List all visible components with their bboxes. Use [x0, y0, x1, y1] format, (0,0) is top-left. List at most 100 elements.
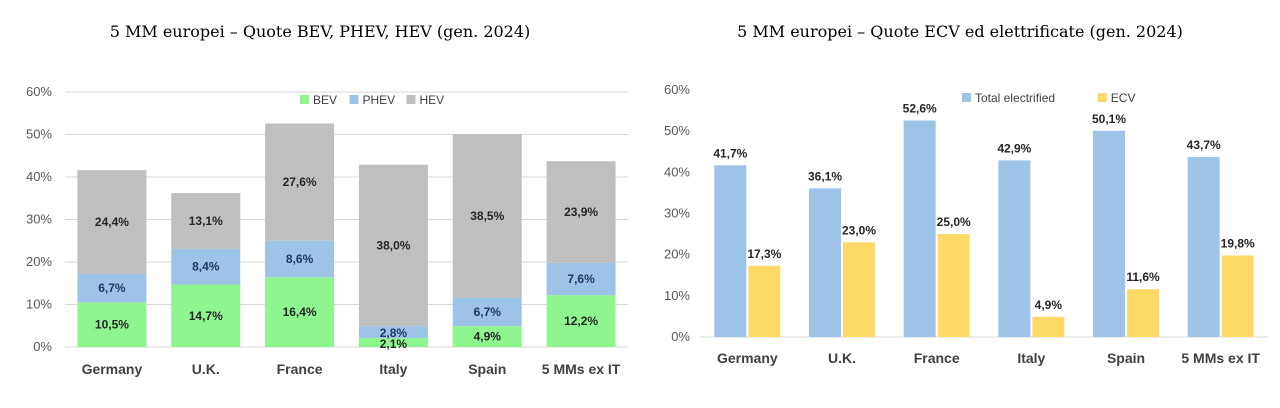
data-label-hev: 38,0% [376, 238, 410, 252]
x-category-label: Germany [82, 361, 143, 377]
y-tick-label: 30% [664, 206, 690, 221]
bar-hev [171, 193, 241, 249]
bar-ecv [1221, 255, 1254, 337]
y-tick-label: 0% [33, 339, 52, 354]
data-label-ecv: 23,0% [842, 223, 876, 237]
x-category-label: U.K. [192, 361, 220, 377]
data-label-ecv: 19,8% [1221, 236, 1255, 250]
y-tick-label: 60% [26, 84, 52, 99]
x-category-label: Italy [379, 361, 407, 377]
bar-phev [358, 326, 428, 339]
bar-bev [358, 338, 428, 347]
legend-label-bev: BEV [313, 93, 337, 107]
data-label-hev: 23,9% [564, 205, 598, 219]
x-category-label: Germany [717, 350, 778, 366]
bar-bev [265, 277, 335, 347]
bar-phev [265, 240, 335, 278]
data-label-total-electrified: 43,7% [1187, 138, 1221, 152]
bar-ecv [1032, 316, 1065, 337]
bar-ecv [1127, 289, 1159, 337]
bar-phev [452, 297, 522, 327]
data-label-phev: 2,8% [380, 326, 408, 340]
y-tick-label: 60% [664, 82, 690, 97]
y-tick-label: 50% [26, 127, 52, 142]
y-tick-label: 30% [26, 212, 52, 227]
x-category-label: 5 MMs ex IT [1181, 350, 1260, 366]
stacked-bar-chart: 0% 10% 20% 30% 40% 50% 60% Germany 10,5% 6,7% 24,4… [26, 84, 628, 377]
legend-label-phev: PHEV [363, 93, 396, 107]
data-label-phev: 8,4% [192, 260, 220, 274]
legend-swatch-total-electrified [962, 93, 971, 102]
bar-total-electrified [714, 165, 747, 337]
bar-ecv [843, 242, 875, 337]
bar-total-electrified [1093, 130, 1125, 337]
data-label-ecv: 25,0% [937, 215, 971, 229]
legend-swatch-phev [349, 95, 359, 104]
data-label-bev: 16,4% [283, 305, 317, 319]
y-tick-label: 40% [664, 164, 690, 179]
bar-phev [171, 248, 241, 285]
data-label-phev: 6,7% [474, 305, 502, 319]
legend-label-total-electrified: Total electrified [975, 91, 1055, 105]
bar-hev [358, 164, 428, 327]
x-category-label: Spain [468, 361, 506, 377]
grouped-bar-chart: 0% 10% 20% 30% 40% 50% 60% Germany 41,7% 17,3% U.K… [664, 82, 1268, 366]
chart-title-right: 5 MM europei – Quote ECV ed elettrificat… [737, 22, 1183, 41]
data-label-total-electrified: 52,6% [903, 101, 937, 115]
y-tick-label: 10% [26, 297, 52, 312]
data-label-hev: 27,6% [283, 175, 317, 189]
data-label-phev: 8,6% [286, 252, 314, 266]
bar-ecv [748, 265, 781, 337]
x-category-label: France [277, 361, 323, 377]
legend-label-ecv: ECV [1111, 91, 1136, 105]
x-category-label: Spain [1107, 350, 1145, 366]
y-tick-label: 10% [664, 288, 690, 303]
bar-phev [77, 273, 147, 303]
y-tick-label: 50% [664, 123, 690, 138]
y-tick-label: 40% [26, 169, 52, 184]
y-tick-label: 0% [671, 329, 690, 344]
x-category-label: Italy [1017, 350, 1045, 366]
data-label-ecv: 4,9% [1035, 298, 1063, 312]
bar-ecv [937, 234, 970, 337]
y-tick-label: 20% [26, 254, 52, 269]
bar-bev [77, 302, 147, 347]
legend-label-hev: HEV [420, 93, 445, 107]
bar-bev [546, 295, 616, 347]
data-label-hev: 24,4% [95, 215, 129, 229]
data-label-phev: 6,7% [98, 281, 126, 295]
data-label-hev: 13,1% [189, 214, 223, 228]
data-label-total-electrified: 42,9% [997, 141, 1031, 155]
bar-phev [546, 262, 616, 296]
legend-swatch-hev [406, 95, 416, 104]
data-label-bev: 14,7% [189, 309, 223, 323]
x-category-label: France [914, 350, 960, 366]
x-category-label: 5 MMs ex IT [542, 361, 621, 377]
chart-title-left: 5 MM europei – Quote BEV, PHEV, HEV (gen… [109, 22, 531, 41]
bar-bev [452, 326, 522, 347]
data-label-bev: 12,2% [564, 314, 598, 328]
data-label-bev: 10,5% [95, 318, 129, 332]
legend-swatch-bev [300, 95, 309, 104]
bar-total-electrified [903, 120, 936, 337]
data-label-bev: 4,9% [474, 330, 502, 344]
data-label-bev: 2,1% [380, 337, 408, 351]
data-label-ecv: 17,3% [747, 247, 781, 261]
data-label-total-electrified: 50,1% [1092, 112, 1126, 126]
data-label-total-electrified: 36,1% [808, 169, 842, 183]
bar-bev [171, 284, 241, 347]
bar-hev [452, 134, 522, 298]
bar-hev [546, 161, 616, 263]
bar-total-electrified [1187, 157, 1220, 337]
x-category-label: U.K. [828, 350, 856, 366]
data-label-hev: 38,5% [470, 209, 504, 223]
y-tick-label: 20% [664, 247, 690, 262]
data-label-ecv: 11,6% [1126, 270, 1160, 284]
data-label-total-electrified: 41,7% [713, 146, 747, 160]
bar-hev [265, 123, 335, 241]
bar-total-electrified [998, 160, 1031, 337]
bar-hev [77, 170, 147, 274]
bar-total-electrified [809, 188, 841, 337]
legend-swatch-ecv [1097, 93, 1107, 102]
data-label-phev: 7,6% [567, 272, 595, 286]
